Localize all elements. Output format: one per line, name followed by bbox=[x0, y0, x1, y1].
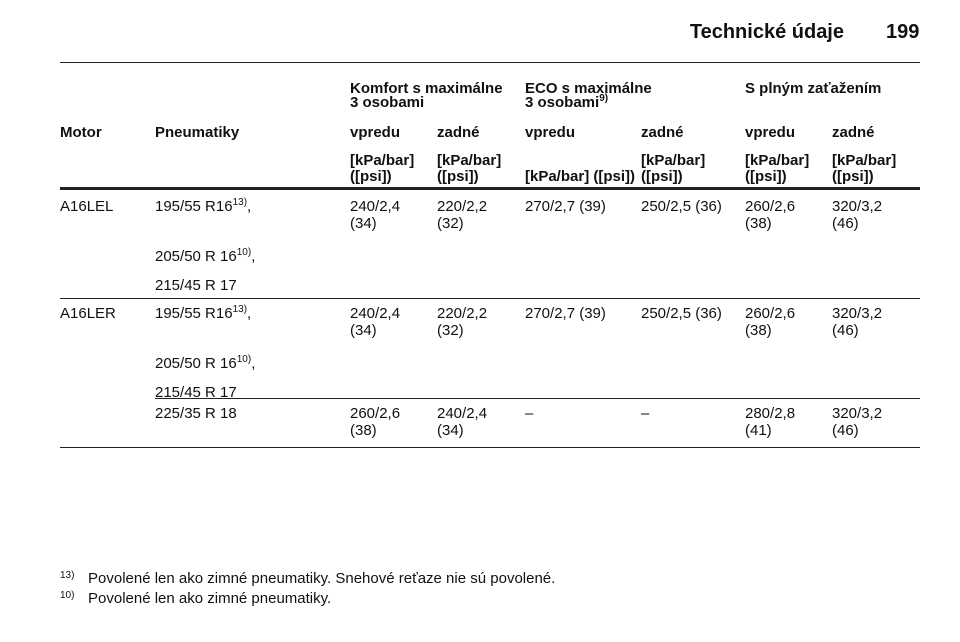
header-rule bbox=[60, 62, 920, 63]
pressure: 320/3,2 bbox=[832, 405, 883, 422]
column-header: vpredu bbox=[525, 124, 576, 141]
unit-header: [kPa/bar] ([psi]) bbox=[525, 168, 636, 185]
motor: A16LEL bbox=[60, 198, 114, 215]
page-number: 199 bbox=[886, 21, 920, 43]
pressure: 320/3,2 bbox=[832, 305, 883, 322]
tire-size: 195/55 R16 bbox=[155, 198, 233, 215]
pressure: 270/2,7 (39) bbox=[525, 198, 606, 215]
pressure: 220/2,2 bbox=[437, 305, 488, 322]
column-header: vpredu bbox=[745, 124, 796, 141]
unit-header: ([psi]) bbox=[641, 168, 683, 185]
group-header: Komfort s maximálne bbox=[350, 80, 503, 97]
pressure: 250/2,5 (36) bbox=[641, 198, 722, 215]
group-header: S plným zaťažením bbox=[745, 80, 882, 97]
unit-header: ([psi]) bbox=[350, 168, 392, 185]
pressure: (32) bbox=[437, 215, 464, 232]
pressure: (41) bbox=[745, 422, 772, 439]
column-header: zadné bbox=[641, 124, 684, 141]
group-header-line: 3 osobami bbox=[350, 94, 425, 111]
tire-size: 215/45 R 17 bbox=[155, 277, 237, 294]
pressure: (46) bbox=[832, 422, 859, 439]
pressure: – bbox=[641, 405, 650, 422]
group-header-line: ECO s maximálne bbox=[525, 80, 652, 97]
footnote-ref: 9) bbox=[599, 93, 609, 104]
punctuation: , bbox=[247, 198, 252, 215]
pressure: 320/3,2 bbox=[832, 198, 883, 215]
tire: 215/45 R 17 bbox=[155, 277, 237, 295]
punctuation: , bbox=[251, 248, 256, 265]
punctuation: , bbox=[251, 355, 256, 372]
pressure: 250/2,5 (36) bbox=[641, 305, 722, 322]
tire: 195/55 R1613), bbox=[155, 305, 251, 323]
pressure: (34) bbox=[350, 322, 377, 339]
tire-size: 225/35 R 18 bbox=[155, 405, 237, 422]
tire-size: 195/55 R16 bbox=[155, 305, 233, 322]
pressure: 270/2,7 (39) bbox=[525, 305, 606, 322]
group-header: 3 osobami9) bbox=[525, 93, 609, 111]
pressure: (38) bbox=[745, 322, 772, 339]
row-rule bbox=[155, 398, 920, 399]
unit-header: ([psi]) bbox=[437, 168, 479, 185]
pressure: (46) bbox=[832, 322, 859, 339]
column-header: Pneumatiky bbox=[155, 124, 240, 141]
footnote-mark: 10) bbox=[60, 590, 75, 601]
unit-header: [kPa/bar] bbox=[350, 152, 415, 169]
row-rule bbox=[60, 447, 920, 448]
unit-header: ([psi]) bbox=[745, 168, 787, 185]
pressure: 280/2,8 bbox=[745, 405, 796, 422]
unit-header: ([psi]) bbox=[832, 168, 874, 185]
footnote-ref: 13) bbox=[232, 304, 248, 315]
pressure: 260/2,6 bbox=[745, 198, 796, 215]
footnote-mark: 13) bbox=[60, 570, 75, 581]
column-header: zadné bbox=[832, 124, 875, 141]
tire-size: 205/50 R 16 bbox=[155, 355, 237, 372]
pressure: 240/2,4 bbox=[437, 405, 488, 422]
pressure: (34) bbox=[350, 215, 377, 232]
pressure: 220/2,2 bbox=[437, 198, 488, 215]
tire: 195/55 R1613), bbox=[155, 198, 251, 216]
pressure: (32) bbox=[437, 322, 464, 339]
pressure: – bbox=[525, 405, 534, 422]
header-thick-rule bbox=[60, 187, 920, 190]
tire-size: 205/50 R 16 bbox=[155, 248, 237, 265]
unit-header: [kPa/bar] bbox=[641, 152, 706, 169]
footnote-ref: 10) bbox=[236, 354, 252, 365]
tire: 215/45 R 17 bbox=[155, 384, 237, 402]
pressure: (38) bbox=[350, 422, 377, 439]
group-header: 3 osobami bbox=[350, 94, 425, 111]
unit-header: [kPa/bar] bbox=[745, 152, 810, 169]
tire: 225/35 R 18 bbox=[155, 405, 237, 423]
pressure: (38) bbox=[745, 215, 772, 232]
punctuation: , bbox=[247, 305, 252, 322]
header-title: Technické údaje bbox=[689, 21, 844, 43]
pressure: 240/2,4 bbox=[350, 198, 401, 215]
footnote-text: Povolené len ako zimné pneumatiky. bbox=[88, 590, 332, 607]
footnote-text: Povolené len ako zimné pneumatiky. Sneho… bbox=[88, 570, 556, 587]
footnote-ref: 13) bbox=[232, 197, 248, 208]
pressure: 240/2,4 bbox=[350, 305, 401, 322]
column-header: vpredu bbox=[350, 124, 401, 141]
group-header: ECO s maximálne bbox=[525, 80, 652, 97]
tire: 205/50 R 1610), bbox=[155, 355, 255, 373]
footnote-ref: 10) bbox=[236, 247, 252, 258]
pressure: (46) bbox=[832, 215, 859, 232]
pressure: 260/2,6 bbox=[350, 405, 401, 422]
pressure: (34) bbox=[437, 422, 464, 439]
motor: A16LER bbox=[60, 305, 116, 322]
column-header: zadné bbox=[437, 124, 480, 141]
pressure: 260/2,6 bbox=[745, 305, 796, 322]
tire: 205/50 R 1610), bbox=[155, 248, 255, 266]
column-header: Motor bbox=[60, 124, 102, 141]
group-header-line: Komfort s maximálne bbox=[350, 80, 503, 97]
group-header-line: S plným zaťažením bbox=[745, 80, 882, 97]
tire-size: 215/45 R 17 bbox=[155, 384, 237, 401]
unit-header: [kPa/bar] bbox=[832, 152, 897, 169]
group-header-line: 3 osobami bbox=[525, 94, 600, 111]
row-rule bbox=[60, 298, 920, 299]
unit-header: [kPa/bar] bbox=[437, 152, 502, 169]
